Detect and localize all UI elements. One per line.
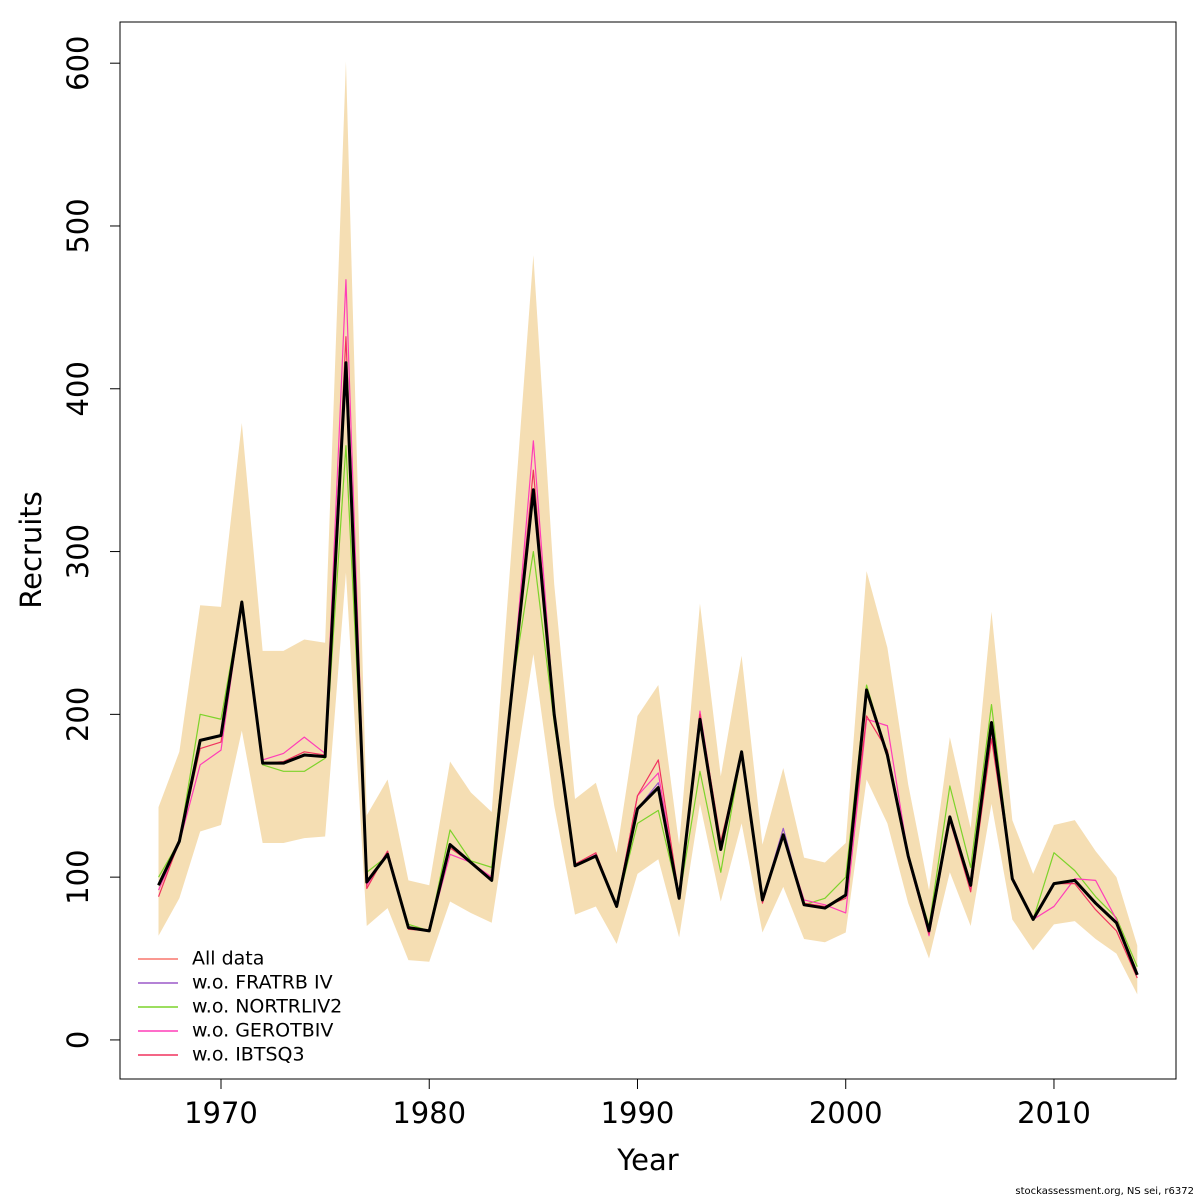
legend-label: w.o. GEROTBIV (192, 1020, 333, 1042)
y-tick-label: 0 (61, 1031, 95, 1049)
plot-frame (119, 21, 1177, 1080)
x-tick-label: 2000 (809, 1096, 883, 1130)
y-tick-label: 400 (61, 361, 95, 416)
x-tick-label: 1970 (184, 1096, 258, 1130)
y-tick-label: 100 (61, 849, 95, 904)
estimate-line (157, 361, 1139, 976)
series-line (158, 445, 1138, 967)
y-axis-title: Recruits (14, 491, 48, 608)
y-tick-label: 600 (61, 36, 95, 91)
legend-label: All data (192, 948, 264, 970)
legend-label: w.o. IBTSQ3 (192, 1044, 305, 1066)
legend-label: w.o. FRATRB IV (192, 972, 333, 994)
y-tick-label: 300 (61, 524, 95, 579)
x-tick-label: 1990 (601, 1096, 675, 1130)
x-axis-title: Year (616, 1143, 678, 1177)
x-tick-label: 2010 (1017, 1096, 1091, 1130)
y-tick-label: 500 (61, 198, 95, 253)
credit: stockassessment.org, NS sei, r6372 (1015, 1186, 1194, 1197)
legend-label: w.o. NORTRLIV2 (192, 996, 342, 1018)
x-tick-label: 1980 (392, 1096, 466, 1130)
y-tick-label: 200 (61, 687, 95, 742)
